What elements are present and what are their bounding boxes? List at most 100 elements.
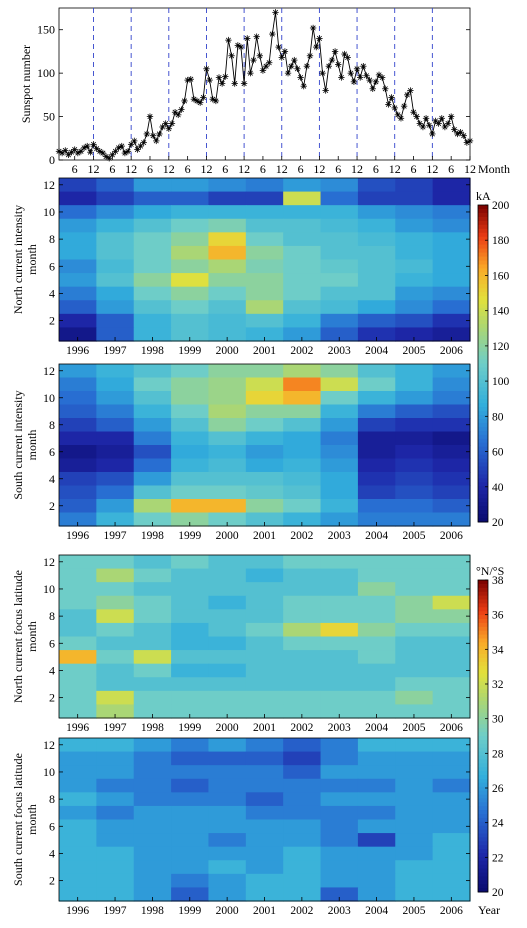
- heatmap-cell: [432, 327, 471, 342]
- heatmap-cell: [432, 232, 471, 247]
- heatmap-ytick-label: 4: [49, 472, 55, 486]
- sunspot-data-point: [143, 130, 151, 138]
- heatmap-cell: [171, 738, 210, 753]
- heatmap-cell: [96, 445, 135, 460]
- colorbar-tick-label: 100: [492, 376, 510, 388]
- heatmap-cell: [133, 485, 172, 500]
- heatmap-cell: [395, 677, 434, 692]
- heatmap-cell: [395, 377, 434, 392]
- heatmap-cell: [320, 178, 359, 193]
- heatmap-cells-panel-3: [59, 555, 471, 719]
- heatmap-cell: [96, 364, 135, 379]
- heatmap-cell: [59, 205, 97, 220]
- heatmap-cell: [395, 609, 434, 624]
- heatmap-cell: [395, 512, 434, 527]
- sunspot-data-point: [253, 33, 260, 40]
- heatmap-cell: [59, 445, 97, 460]
- heatmap-cell: [59, 765, 97, 780]
- heatmap-cell: [283, 873, 322, 889]
- heatmap-cell: [133, 472, 172, 487]
- heatmap-cell: [59, 286, 97, 301]
- heatmap-cell: [357, 765, 396, 780]
- heatmap-cell: [283, 860, 322, 875]
- heatmap-cell: [59, 245, 97, 261]
- sunspot-data-point: [338, 74, 345, 81]
- heatmap-cell: [133, 690, 172, 706]
- heatmap-cell: [133, 445, 172, 460]
- heatmap-cell: [432, 663, 471, 678]
- heatmap-cell: [432, 259, 471, 274]
- heatmap-year-label: 1996: [66, 530, 89, 542]
- heatmap-cell: [59, 431, 97, 446]
- heatmap-cell: [432, 218, 471, 233]
- heatmap-cell: [245, 512, 284, 527]
- heatmap-cell: [283, 833, 322, 848]
- heatmap-cell: [395, 805, 434, 821]
- sunspot-data-point: [429, 130, 436, 138]
- heatmap-cell: [208, 472, 247, 487]
- heatmap-cell: [59, 300, 97, 315]
- heatmap-cell: [283, 286, 322, 301]
- sunspot-data-point: [131, 137, 138, 145]
- heatmap-cell: [208, 191, 247, 206]
- heatmap-cell: [283, 636, 322, 651]
- heatmap-cell: [432, 472, 471, 487]
- heatmap-cell: [245, 273, 284, 288]
- sunspot-xtick-label: 12: [313, 162, 325, 176]
- sunspot-data-point: [316, 35, 323, 42]
- heatmap-cell: [208, 690, 247, 706]
- heatmap-cell: [283, 512, 322, 527]
- heatmap-cell: [357, 327, 396, 342]
- heatmap-cell: [432, 178, 471, 193]
- heatmap-cell: [208, 286, 247, 301]
- sunspot-data-point: [382, 85, 389, 92]
- heatmap-cell: [96, 458, 135, 473]
- heatmap-cell: [96, 232, 135, 247]
- heatmap-year-label: 2005: [402, 722, 425, 734]
- heatmap-cell: [357, 622, 396, 638]
- heatmap-ytick-label: 4: [49, 286, 55, 300]
- heatmap-cell: [245, 391, 284, 406]
- heatmap-cell: [59, 273, 97, 288]
- sunspot-data-point: [278, 54, 285, 61]
- sunspot-data-point: [407, 87, 414, 94]
- heatmap-cell: [133, 391, 172, 406]
- heatmap-cell: [96, 805, 135, 821]
- heatmap-year-label: 2006: [440, 722, 463, 734]
- heatmap-cell: [59, 622, 97, 638]
- heatmap-cell: [283, 218, 322, 233]
- sunspot-xtick-label: 6: [147, 162, 153, 176]
- heatmap-cell: [133, 846, 172, 861]
- heatmap-cell: [357, 833, 396, 848]
- heatmap-cell: [208, 704, 247, 719]
- heatmap-cell: [432, 690, 471, 706]
- heatmap-cell: [395, 178, 434, 193]
- colorbar-tick-label: 26: [492, 783, 504, 795]
- heatmap-cell: [171, 805, 210, 821]
- sunspot-data-point: [394, 111, 402, 119]
- heatmap-year-label: 2002: [290, 905, 313, 917]
- colorbar-tick-label: 120: [492, 341, 510, 353]
- heatmap-cell: [432, 650, 471, 665]
- heatmap-cell: [320, 595, 359, 610]
- sunspot-data-point: [410, 109, 417, 116]
- heatmap-ytick-label: 4: [49, 846, 55, 860]
- heatmap-cell: [320, 245, 359, 261]
- heatmap-cell: [245, 663, 284, 678]
- heatmap-cell: [59, 391, 97, 406]
- colorbar-unit-label: °N/°S: [476, 564, 504, 578]
- heatmap-cell: [171, 765, 210, 780]
- heatmap-cell: [432, 445, 471, 460]
- heatmap-cell: [208, 677, 247, 692]
- heatmap-cell: [245, 191, 284, 206]
- heatmap-cell: [171, 245, 210, 261]
- heatmap-year-label: 2004: [365, 530, 388, 542]
- heatmap-cell: [133, 499, 172, 514]
- heatmap-cell: [357, 418, 396, 433]
- heatmap-cell: [357, 555, 396, 570]
- heatmap-cell: [357, 609, 396, 624]
- heatmap-cell: [283, 191, 322, 206]
- sunspot-data-point: [250, 56, 257, 64]
- heatmap-cell: [432, 499, 471, 514]
- heatmap-cell: [320, 873, 359, 889]
